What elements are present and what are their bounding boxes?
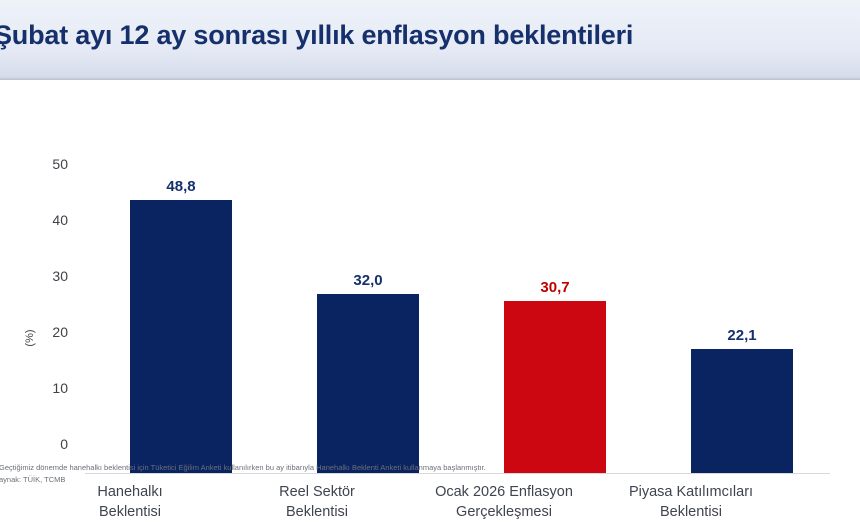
x-axis-line xyxy=(85,473,830,474)
bar-reel-sektor[interactable]: 32,0 xyxy=(317,84,419,473)
category-label-hanehalki-line2: Beklentisi xyxy=(98,504,162,520)
category-label-ocak-2026-line2: Gerçekleşmesi xyxy=(456,504,552,520)
bar-rect-hanehalki[interactable] xyxy=(130,199,232,473)
bar-chart: (%) 50 40 30 20 10 0 48,8 Hanehalkı Bekl… xyxy=(0,84,860,520)
header-band: Şubat ayı 12 ay sonrası yıllık enflasyon… xyxy=(0,0,860,80)
footnotes: * Geçtiğimiz dönemde hanehalkı beklentis… xyxy=(0,462,860,486)
category-label-piyasa-line2: Beklentisi xyxy=(659,504,723,520)
bar-value-reel-sektor: 32,0 xyxy=(353,271,383,289)
category-label-hanehalki: Hanehalkı Beklentisi xyxy=(35,482,225,522)
footnote-note: * Geçtiğimiz dönemde hanehalkı beklentis… xyxy=(0,463,486,472)
bar-rect-piyasa-katilimcilari[interactable] xyxy=(691,349,793,473)
category-label-piyasa-line1: Piyasa Katılımcıları xyxy=(628,484,754,500)
category-label-hanehalki-line1: Hanehalkı xyxy=(97,484,163,500)
bar-rect-ocak-2026-gerceklesme[interactable] xyxy=(504,301,606,473)
category-label-ocak-2026-line1: Ocak 2026 Enflasyon xyxy=(435,484,573,500)
y-tick-label-20: 20 xyxy=(52,324,68,340)
category-label-reel-sektor-line1: Reel Sektör xyxy=(279,484,355,500)
bar-value-piyasa-katilimcilari: 22,1 xyxy=(727,327,757,345)
y-tick-label-40: 40 xyxy=(52,212,68,228)
y-tick-label-0: 0 xyxy=(60,436,68,452)
page-title: Şubat ayı 12 ay sonrası yıllık enflasyon… xyxy=(0,20,634,50)
bar-rect-reel-sektor[interactable] xyxy=(317,293,419,473)
bar-ocak-2026-gerceklesme[interactable]: 30,7 xyxy=(504,84,606,473)
bar-value-ocak-2026-gerceklesme: 30,7 xyxy=(540,279,570,297)
category-label-piyasa-katilimcilari: Piyasa Katılımcıları Beklentisi xyxy=(596,482,786,522)
footnote-source: Kaynak: TÜİK, TCMB xyxy=(0,475,66,484)
category-label-ocak-2026-gerceklesme: Ocak 2026 Enflasyon Gerçekleşmesi xyxy=(409,482,599,522)
y-tick-label-50: 50 xyxy=(52,156,68,172)
category-label-reel-sektor-line2: Beklentisi xyxy=(285,504,349,520)
y-tick-label-30: 30 xyxy=(52,268,68,284)
category-label-reel-sektor: Reel Sektör Beklentisi xyxy=(222,482,412,522)
y-tick-label-10: 10 xyxy=(52,380,68,396)
bar-hanehalki[interactable]: 48,8 xyxy=(130,84,232,473)
bar-value-hanehalki: 48,8 xyxy=(166,177,196,195)
header-divider xyxy=(0,80,860,82)
bar-piyasa-katilimcilari[interactable]: 22,1 xyxy=(691,84,793,473)
